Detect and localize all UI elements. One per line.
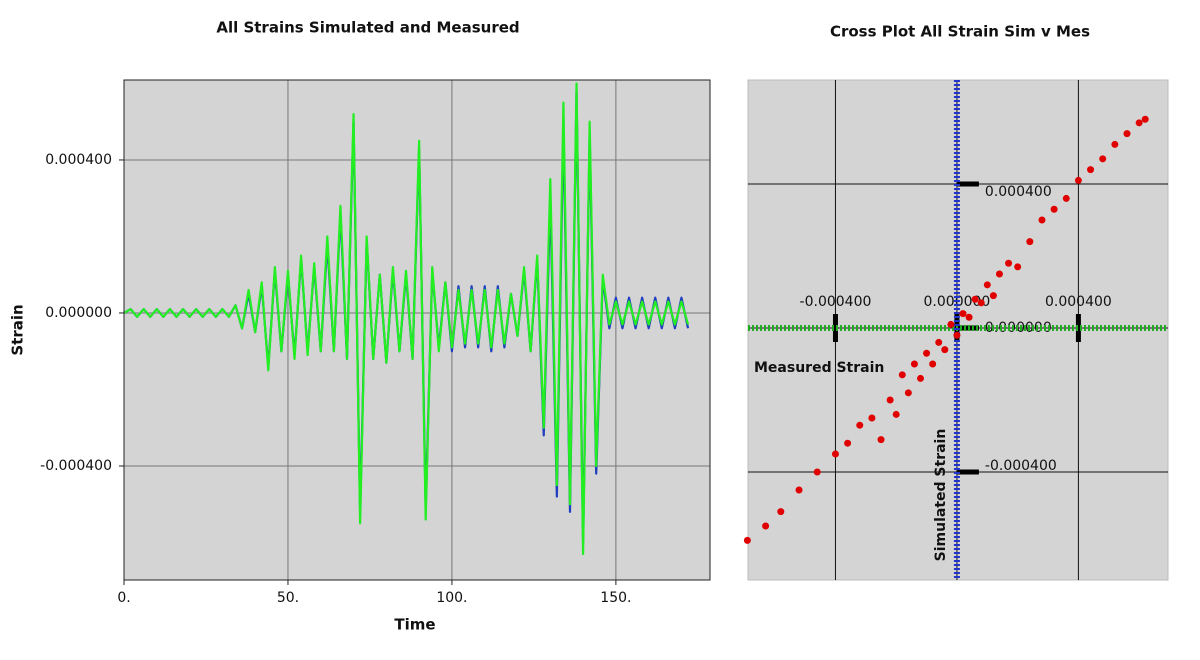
scatter-point <box>1005 259 1013 267</box>
scatter-point <box>877 436 885 444</box>
x-tick-label: 150. <box>600 590 631 606</box>
scatter-point <box>898 371 906 379</box>
y-tick-label: 0.000000 <box>45 305 112 321</box>
scatter-point <box>743 536 751 544</box>
chart-title: Cross Plot All Strain Sim v Mes <box>830 23 1090 41</box>
scatter-point <box>1074 176 1082 184</box>
scatter-point <box>947 320 955 328</box>
scatter-point <box>995 270 1003 278</box>
scatter-point <box>929 360 937 368</box>
scatter-point <box>935 338 943 346</box>
y-tick-label: 0.000400 <box>45 152 112 168</box>
y-tick-label: 0.000000 <box>985 320 1052 336</box>
x-tick-label: 50. <box>277 590 299 606</box>
scatter-point <box>1141 115 1149 123</box>
x-axis-label: Measured Strain <box>754 360 884 376</box>
scatter-point <box>959 310 967 318</box>
scatter-point <box>1099 155 1107 163</box>
chart-title: All Strains Simulated and Measured <box>216 19 519 37</box>
scatter-point <box>1050 205 1058 213</box>
scatter-point <box>923 349 931 357</box>
scatter-point <box>971 295 979 303</box>
scatter-point <box>953 331 961 339</box>
x-tick-label: 0.000400 <box>1045 294 1112 310</box>
scatter-point <box>1087 166 1095 174</box>
y-axis-label: Strain <box>9 304 27 355</box>
plot-frame <box>123 79 711 581</box>
x-tick-label: 100. <box>436 590 467 606</box>
scatter-point <box>910 360 918 368</box>
scatter-point <box>1123 130 1131 138</box>
scatter-point <box>831 450 839 458</box>
y-tick-label: -0.000400 <box>985 458 1057 474</box>
plot-area <box>123 79 711 581</box>
scatter-point <box>762 522 770 530</box>
scatter-point <box>916 374 924 382</box>
x-tick-label: 0. <box>117 590 130 606</box>
scatter-point <box>844 439 852 447</box>
scatter-point <box>1026 238 1034 246</box>
x-tick-label: -0.000400 <box>800 294 872 310</box>
scatter-point <box>1111 140 1119 148</box>
scatter-point <box>1014 263 1022 271</box>
scatter-point <box>1038 216 1046 224</box>
scatter-point <box>904 389 912 397</box>
y-axis-label: Simulated Strain <box>933 429 949 562</box>
scatter-point <box>813 468 821 476</box>
scatter-point <box>886 396 894 404</box>
scatter-point <box>856 421 864 429</box>
y-tick-label: -0.000400 <box>40 458 112 474</box>
scatter-point <box>1062 194 1070 202</box>
series-line <box>123 82 690 556</box>
scatter-point <box>989 292 997 300</box>
scatter-point <box>983 281 991 289</box>
scatter-point <box>1135 119 1143 127</box>
scatter-point <box>941 346 949 354</box>
y-tick-label: 0.000400 <box>985 184 1052 200</box>
scatter-point <box>777 508 785 516</box>
scatter-point <box>795 486 803 494</box>
scatter-point <box>977 299 985 307</box>
scatter-point <box>892 410 900 418</box>
x-axis-label: Time <box>394 616 435 634</box>
scatter-point <box>868 414 876 422</box>
scatter-point <box>965 313 973 321</box>
